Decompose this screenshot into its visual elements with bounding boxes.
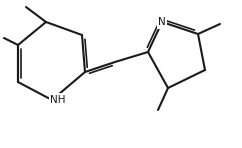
Text: NH: NH: [50, 95, 66, 105]
Text: N: N: [158, 17, 166, 27]
